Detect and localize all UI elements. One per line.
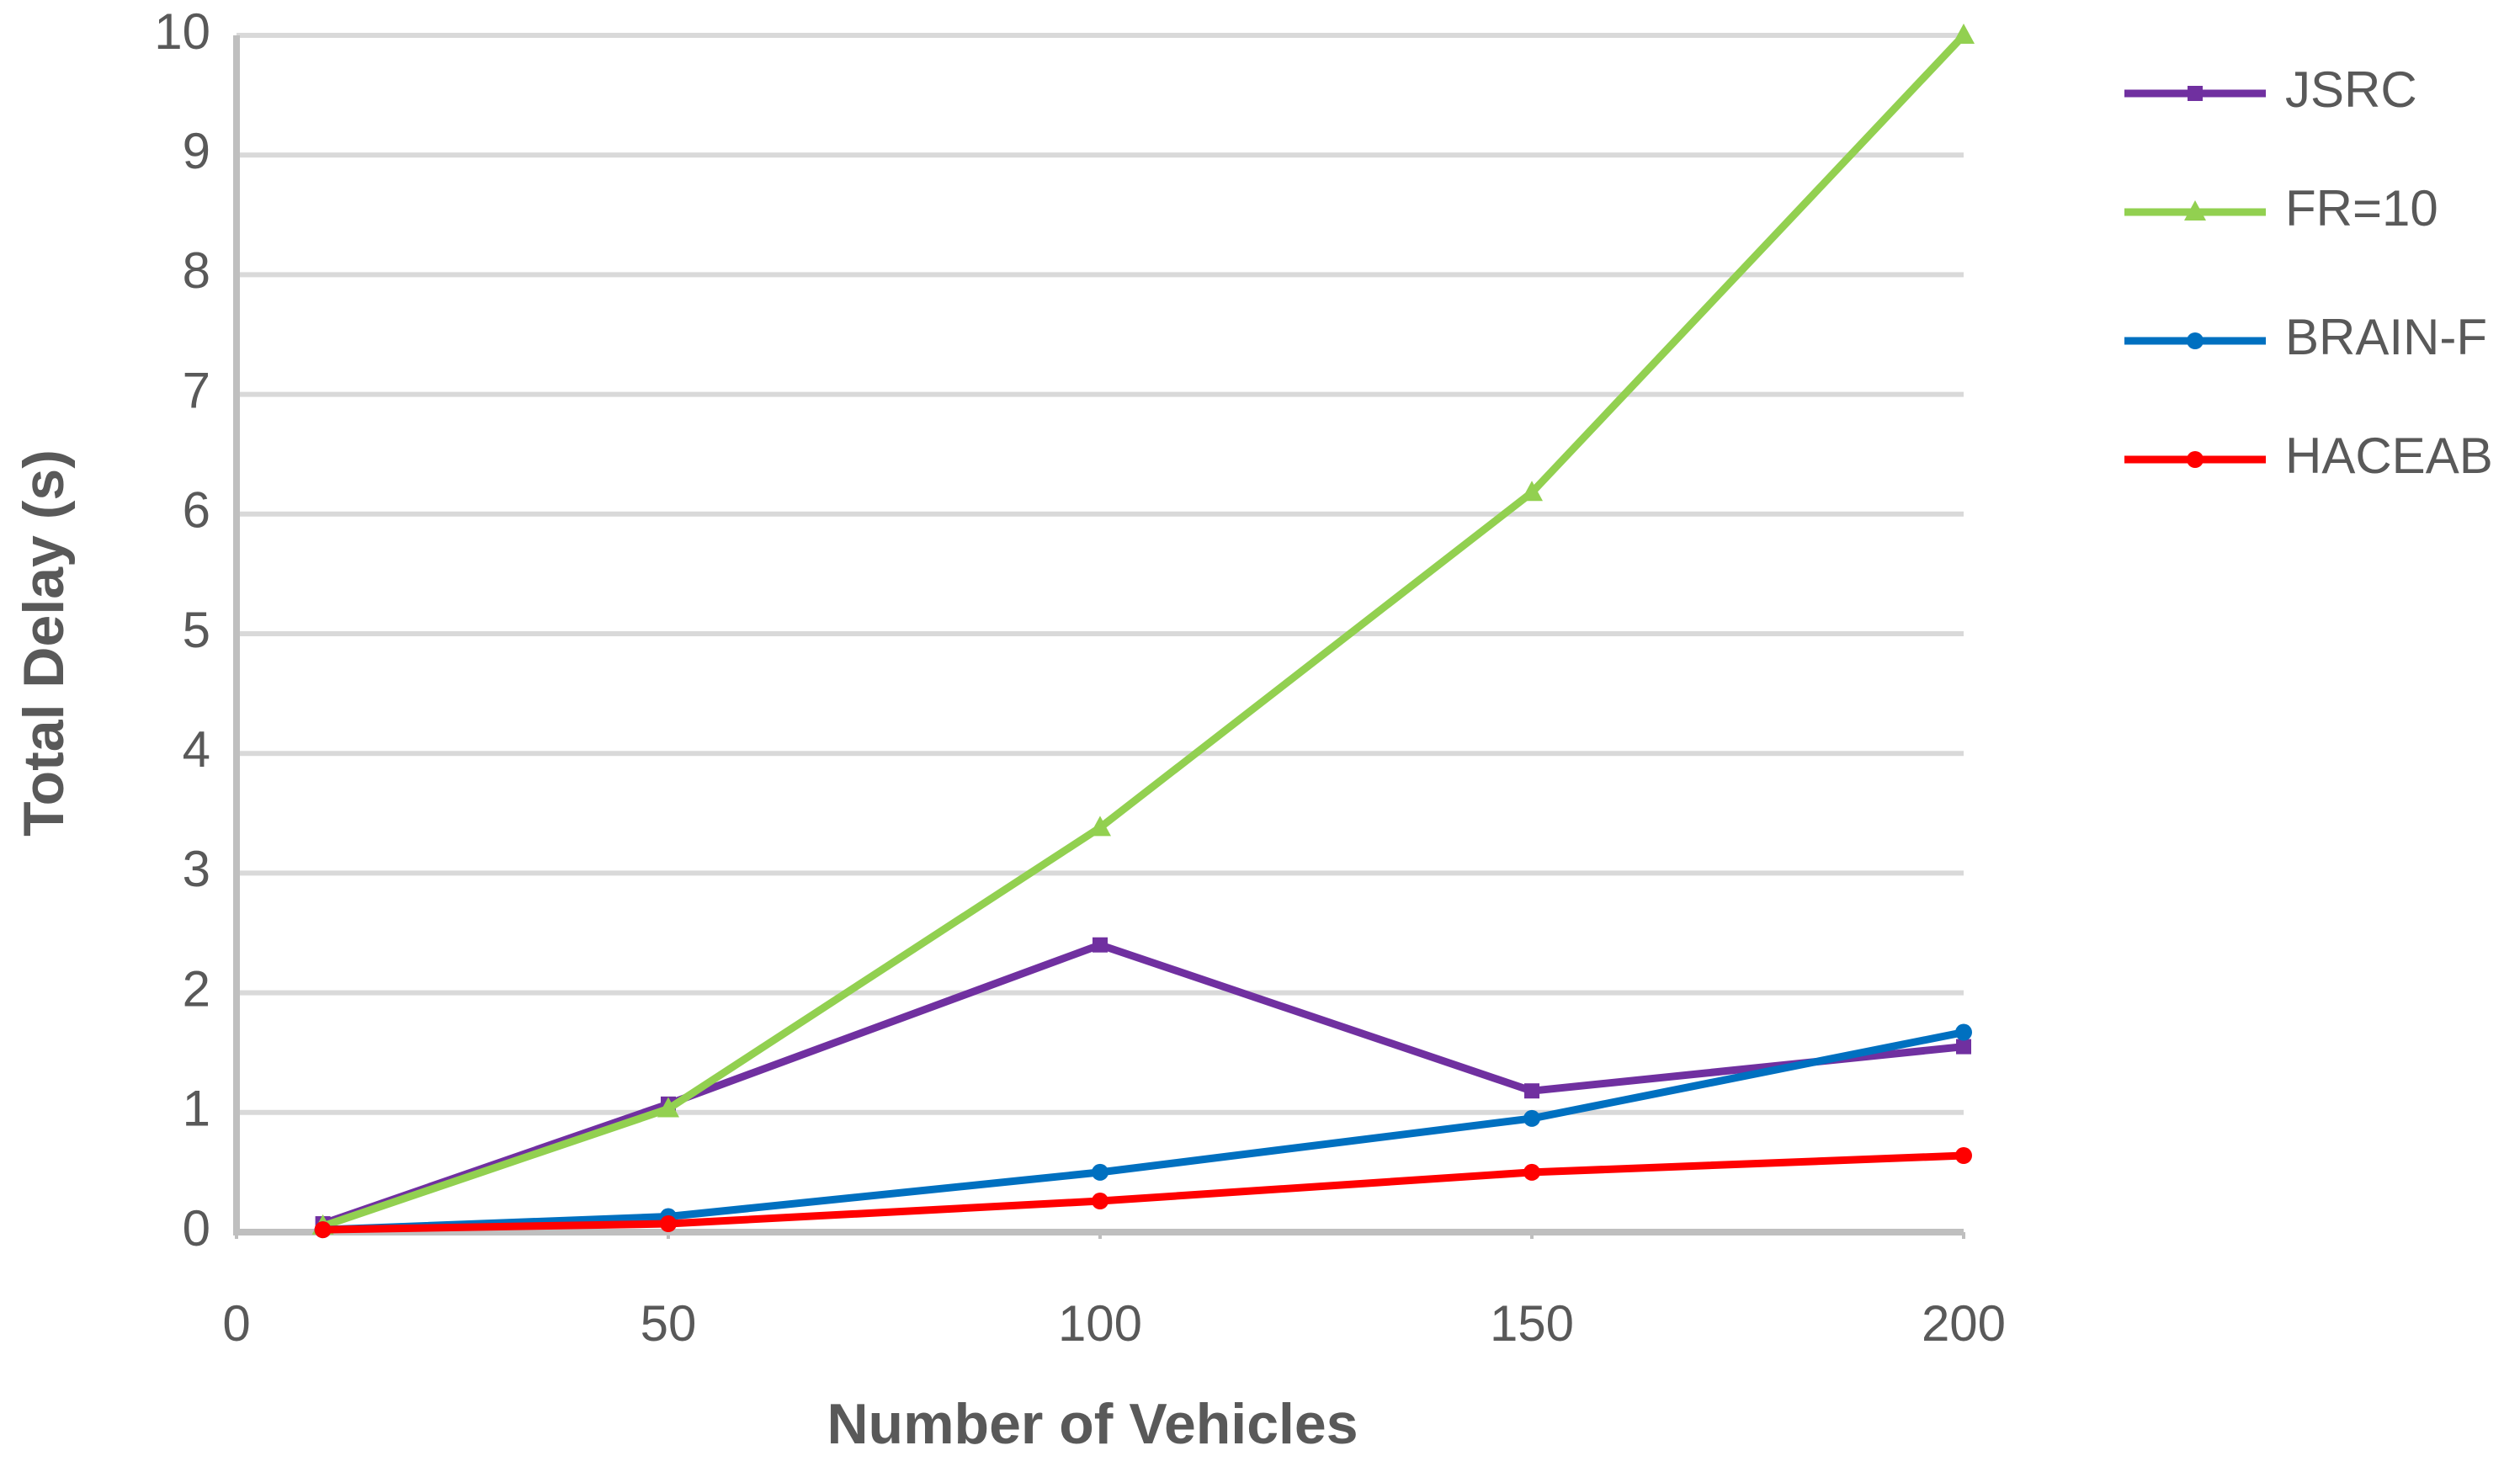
x-axis-title: Number of Vehicles bbox=[827, 1392, 1358, 1456]
x-tick-label: 0 bbox=[222, 1295, 250, 1352]
legend-label: JSRC bbox=[2285, 61, 2417, 118]
series-line bbox=[322, 32, 1967, 1230]
y-tick-label: 7 bbox=[183, 362, 210, 418]
data-point bbox=[1523, 1109, 1540, 1127]
data-point bbox=[1953, 24, 1975, 44]
data-point bbox=[1092, 1193, 1108, 1210]
data-point bbox=[1955, 1023, 1972, 1041]
data-point bbox=[657, 1097, 679, 1118]
y-axis-title: Total Delay (s) bbox=[12, 449, 76, 837]
y-tick-label: 4 bbox=[183, 721, 210, 778]
y-tick-label: 0 bbox=[183, 1200, 210, 1257]
y-tick-label: 5 bbox=[183, 602, 210, 658]
legend-label: FR=10 bbox=[2285, 180, 2438, 236]
y-tick-label: 9 bbox=[183, 123, 210, 179]
y-tick-label: 3 bbox=[183, 841, 210, 897]
y-tick-label: 10 bbox=[154, 3, 210, 60]
data-point bbox=[1523, 1163, 1540, 1181]
x-tick-label: 50 bbox=[641, 1295, 697, 1352]
x-tick-label: 200 bbox=[1922, 1295, 2006, 1352]
x-tick-label: 150 bbox=[1490, 1295, 1574, 1352]
data-point bbox=[1524, 1083, 1539, 1099]
y-tick-label: 1 bbox=[183, 1081, 210, 1137]
data-point bbox=[1093, 937, 1108, 953]
data-point bbox=[1089, 816, 1111, 837]
y-tick-label: 6 bbox=[183, 482, 210, 539]
legend-marker bbox=[2187, 332, 2204, 349]
data-point bbox=[314, 1221, 332, 1239]
data-point bbox=[1955, 1146, 1972, 1164]
y-tick-label: 8 bbox=[183, 242, 210, 299]
y-tick-label: 2 bbox=[183, 960, 210, 1017]
legend-label: BRAIN-F bbox=[2285, 309, 2487, 365]
data-point bbox=[1092, 1163, 1108, 1181]
x-tick-label: 100 bbox=[1058, 1295, 1142, 1352]
legend-marker bbox=[2188, 86, 2203, 101]
data-point bbox=[1521, 481, 1543, 502]
data-point bbox=[1956, 1039, 1971, 1055]
data-point bbox=[660, 1215, 677, 1233]
legend-marker bbox=[2184, 200, 2206, 221]
legend-marker bbox=[2187, 451, 2204, 468]
legend-label: HACEAB bbox=[2285, 428, 2493, 484]
